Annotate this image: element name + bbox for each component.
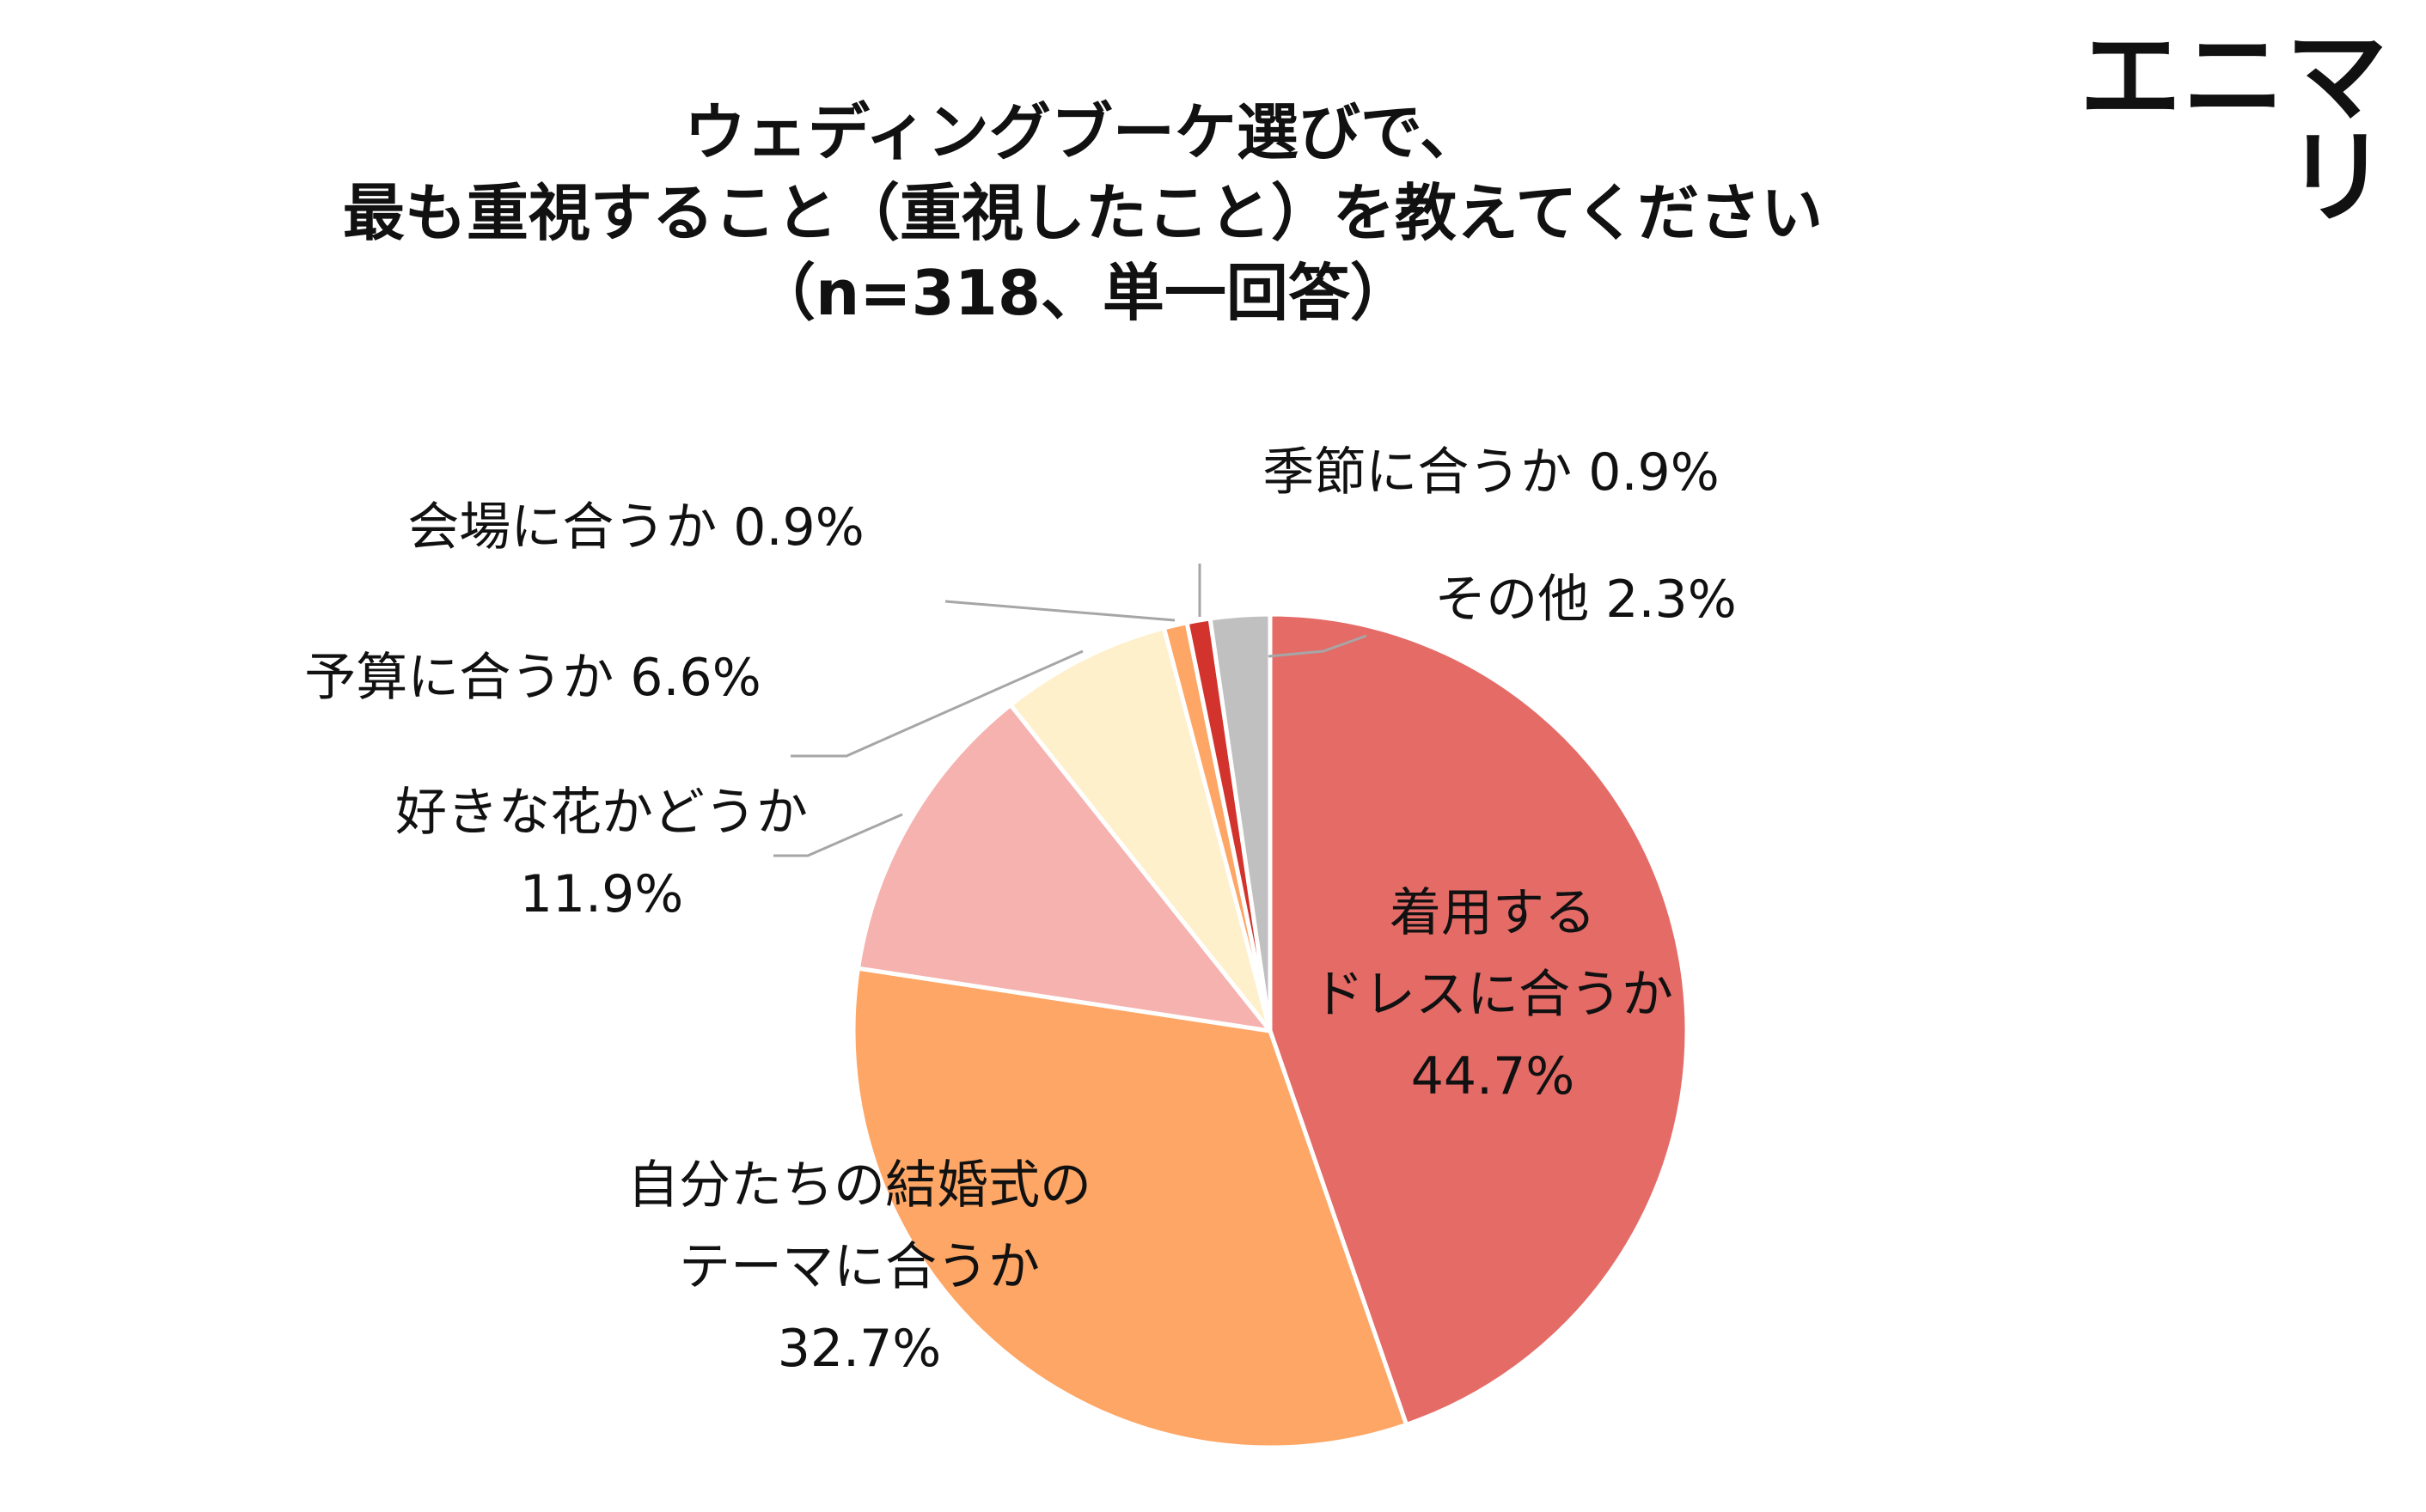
- slice-label-0-line-0: 着用する: [1390, 883, 1596, 943]
- pie-slice-3: [1008, 625, 1273, 1033]
- leader-line-2: [773, 813, 903, 857]
- pie-slices: [851, 612, 1690, 1450]
- leader-lines: [773, 564, 1367, 857]
- leader-line-4: [944, 600, 1176, 622]
- pie-slice-6: [1207, 612, 1273, 1033]
- slice-label-0-line-2: 44.7%: [1411, 1046, 1575, 1107]
- pie-slice-1: [851, 966, 1409, 1450]
- chart-title-line-2: 最も重視すること（重視したこと）を教えてください: [342, 176, 1824, 249]
- slice-label-3: 予算に合うか 6.6%: [304, 648, 761, 708]
- chart-title-line-1: ウェディングブーケ選びで、: [683, 96, 1482, 168]
- slice-label-3-line-0: 予算に合うか 6.6%: [304, 648, 761, 708]
- chart-title: ウェディングブーケ選びで、 最も重視すること（重視したこと）を教えてください （…: [258, 93, 1908, 334]
- slice-label-5: 季節に合うか 0.9%: [1262, 442, 1720, 503]
- chart-title-line-3: （n=318、単一回答）: [754, 257, 1412, 330]
- pie-slice-2: [856, 703, 1273, 1033]
- slice-label-2: 好きな花かどうか 11.9%: [395, 783, 808, 924]
- slice-label-0: 着用するドレスに合うか 44.7%: [1312, 883, 1673, 1107]
- slice-label-1: 自分たちの結婚式のテーマに合うか 32.7%: [627, 1155, 1091, 1379]
- leader-line-6: [1268, 634, 1367, 658]
- slice-label-1-line-2: 32.7%: [778, 1319, 942, 1379]
- brand-logo: エニマリ: [2079, 17, 2389, 237]
- slice-labels: 着用するドレスに合うか 44.7% 自分たちの結婚式のテーマに合うか 32.7% 好きな…: [304, 442, 1737, 1379]
- slice-label-4: 会場に合うか 0.9%: [407, 497, 865, 558]
- slice-label-1-line-0: 自分たちの結婚式の: [627, 1155, 1091, 1216]
- slice-label-4-line-0: 会場に合うか 0.9%: [407, 497, 865, 558]
- slice-label-5-line-0: 季節に合うか 0.9%: [1262, 442, 1720, 503]
- slice-label-6-line-0: その他 2.3%: [1434, 570, 1737, 630]
- pie-slice-0: [1268, 612, 1690, 1427]
- leader-line-3: [791, 649, 1084, 758]
- slice-label-2-line-1: 11.9%: [520, 864, 684, 924]
- slice-label-1-line-1: テーマに合うか: [679, 1237, 1040, 1297]
- slice-label-0-line-1: ドレスに合うか: [1312, 965, 1673, 1025]
- slice-label-2-line-0: 好きな花かどうか: [395, 783, 808, 843]
- slice-label-6: その他 2.3%: [1434, 570, 1737, 630]
